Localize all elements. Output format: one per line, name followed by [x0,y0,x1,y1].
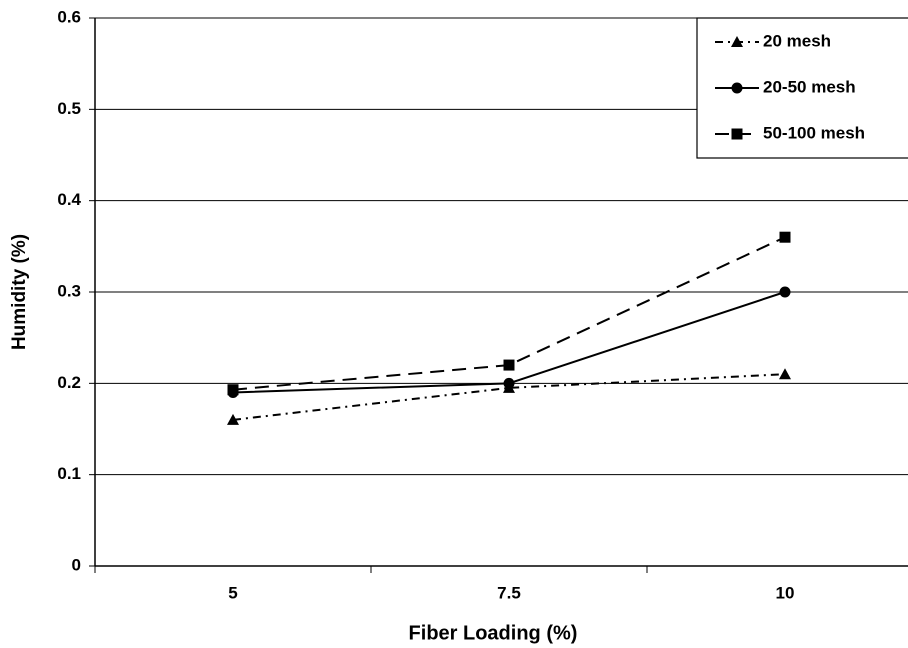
y-axis-label: Humidity (%) [9,234,30,350]
marker [779,286,791,298]
y-tick-label: 0.5 [57,99,81,118]
x-tick-label: 5 [228,583,237,602]
marker [503,359,515,371]
legend: 20 mesh 20-50 mesh 50-100 mesh [696,17,908,159]
marker [731,36,743,47]
marker [779,231,791,243]
series-line [232,373,786,421]
y-tick-label: 0.6 [57,7,81,26]
marker [227,413,239,425]
y-tick-label: 0.2 [57,373,81,392]
legend-label: 20-50 mesh [763,77,856,96]
legend-label: 20 mesh [763,31,831,50]
legend-label: 50-100 mesh [763,123,865,142]
marker [779,368,791,380]
marker [731,82,743,94]
marker [503,377,515,389]
x-axis-label: Fiber Loading (%) [409,622,578,644]
y-tick-label: 0.1 [57,464,81,483]
marker [227,384,239,396]
x-tick-label: 10 [776,583,795,602]
y-tick-label: 0.3 [57,281,81,300]
y-tick-label: 0 [72,555,81,574]
series-line [232,291,786,394]
x-tick-label: 7.5 [497,583,521,602]
marker [731,128,743,140]
y-tick-label: 0.4 [57,190,81,209]
